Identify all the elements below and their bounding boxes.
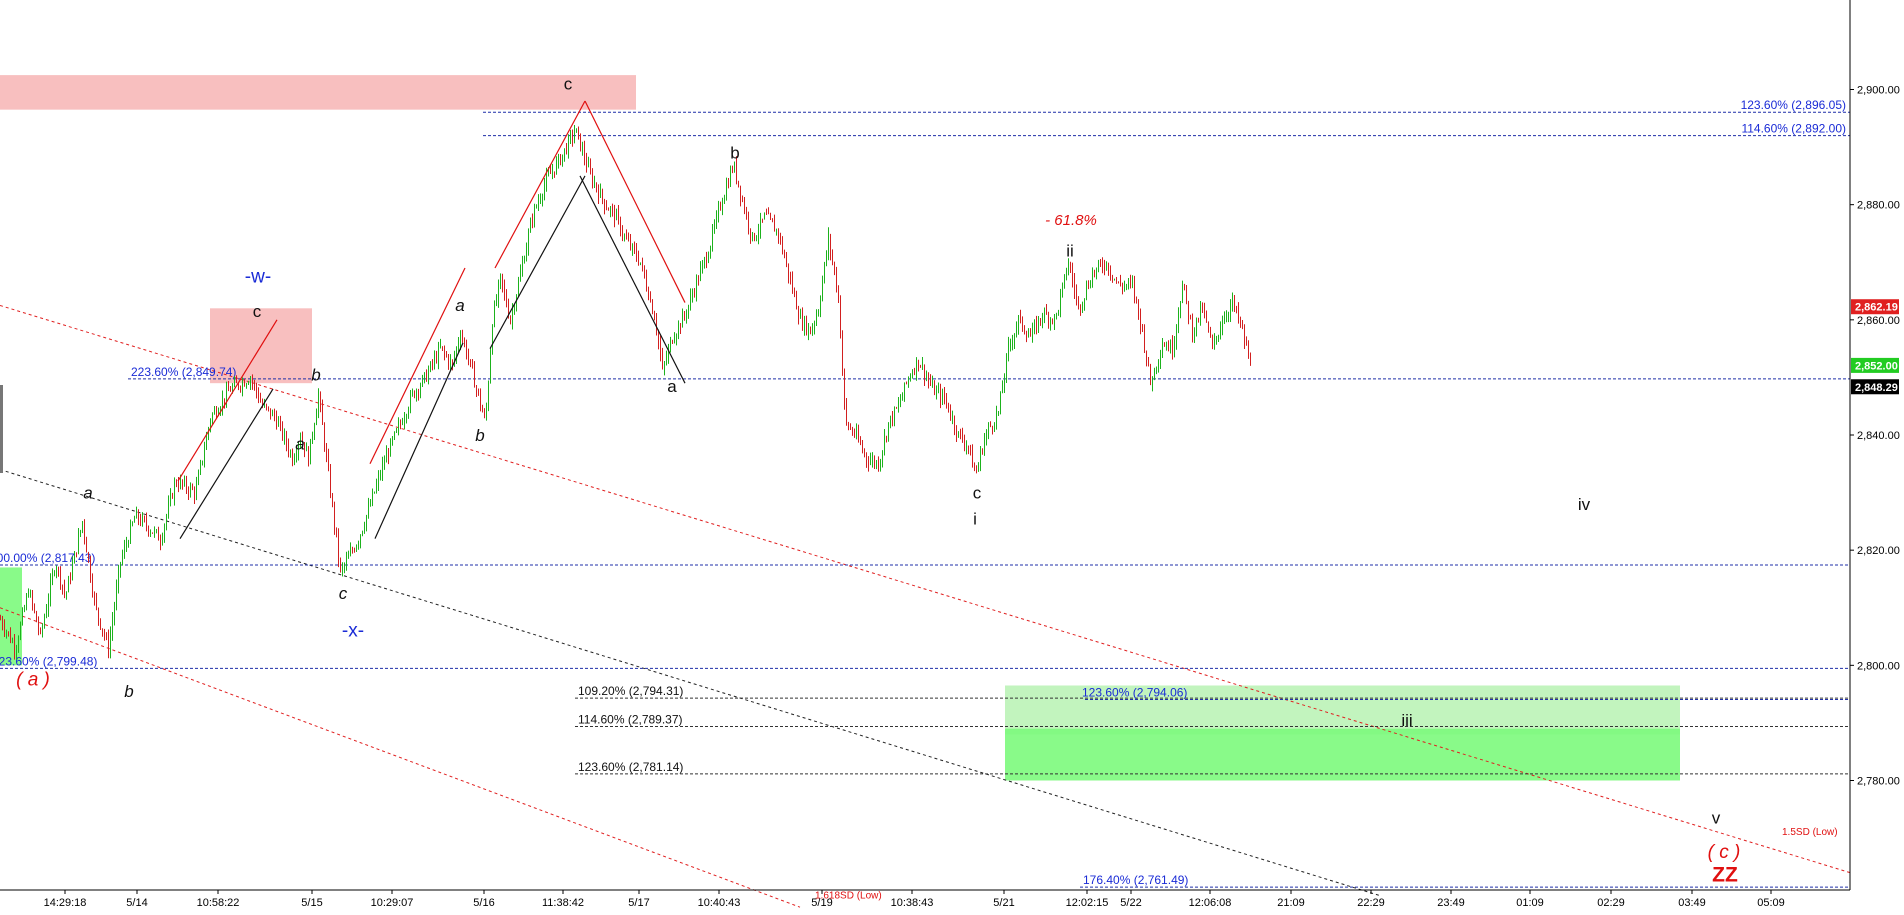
fib-level-label: 114.60% (2,892.00) — [1741, 122, 1846, 136]
y-tick-label: 2,820.00 — [1857, 545, 1900, 557]
x-tick-label: 10:38:43 — [891, 897, 934, 909]
wave-label: b — [475, 426, 484, 445]
sd-band-label: 1.618SD (Low) — [815, 891, 882, 902]
x-tick-label: 01:09 — [1516, 897, 1544, 909]
wave-label: -x- — [342, 621, 364, 642]
wave-label: v — [1712, 809, 1721, 828]
y-tick-label: 2,880.00 — [1857, 200, 1900, 212]
x-tick-label: 02:29 — [1597, 897, 1625, 909]
x-tick-label: 10:29:07 — [371, 897, 414, 909]
y-tick-label: 2,780.00 — [1857, 776, 1900, 788]
price-tag-label: 2,862.19 — [1855, 302, 1898, 314]
y-tick-label: 2,900.00 — [1857, 85, 1900, 97]
wave-label: - 61.8% — [1045, 212, 1097, 229]
fib-level-label: 114.60% (2,789.37) — [578, 713, 683, 727]
fib-level-label: 109.20% (2,794.31) — [578, 684, 683, 698]
price-tag — [1851, 379, 1899, 395]
x-tick-label: 5/17 — [628, 897, 649, 909]
x-tick-label: 11:38:42 — [542, 897, 584, 909]
wave-trend-line — [494, 100, 586, 269]
channel-lines-layer — [0, 304, 1851, 908]
wave-trend-line — [177, 319, 278, 482]
wave-label: a — [83, 483, 92, 502]
x-tick-label: 22:29 — [1357, 897, 1385, 909]
x-tick-label: 10:58:22 — [197, 897, 240, 909]
x-tick-label: 12:06:08 — [1189, 897, 1232, 909]
red-zone-top — [0, 75, 636, 110]
x-tick-label: 5/14 — [126, 897, 147, 909]
wave-label: c — [564, 75, 573, 94]
x-tick-label: 14:29:18 — [44, 897, 87, 909]
x-tick-label: 12:02:15 — [1066, 897, 1109, 909]
wave-label: iii — [1401, 711, 1412, 730]
wave-label: i — [973, 509, 977, 528]
x-tick-label: 05:09 — [1757, 897, 1785, 909]
x-tick-label: 21:09 — [1277, 897, 1305, 909]
wave-trend-line — [369, 267, 466, 465]
price-tag-label: 2,848.29 — [1855, 382, 1898, 394]
green-zone-left — [0, 567, 22, 666]
y-tick-label: 2,860.00 — [1857, 315, 1900, 327]
wave-label: c — [339, 584, 348, 603]
wave-label: c — [973, 483, 982, 502]
wave-trend-line — [579, 175, 686, 384]
x-tick-label: 5/22 — [1120, 897, 1141, 909]
y-tick-label: 2,840.00 — [1857, 430, 1900, 442]
wave-trend-line — [489, 175, 586, 349]
wave-label: ( c ) — [1708, 842, 1741, 863]
wave-trend-line — [374, 342, 464, 539]
fib-level-label: 200.00% (2,817.43) — [0, 551, 95, 565]
wave-label: a — [295, 434, 304, 453]
fib-level-label: 223.60% (2,849.74) — [131, 365, 236, 379]
red-channel-upper — [0, 304, 1851, 874]
wave-label: iv — [1578, 495, 1591, 514]
x-tick-label: 5/16 — [473, 897, 494, 909]
wave-label: a — [667, 377, 677, 396]
wave-label: ii — [1066, 241, 1074, 260]
fib-level-label: 123.60% (2,794.06) — [1082, 686, 1187, 700]
fib-levels-layer: 123.60% (2,896.05) 114.60% (2,892.00) 223.… — [0, 98, 1850, 888]
fib-level-label: 223.60% (2,799.48) — [0, 654, 97, 668]
x-tick-label: 10:40:43 — [698, 897, 741, 909]
black-channel — [0, 469, 1381, 897]
wave-label: b — [730, 144, 739, 163]
x-tick-label: 5/21 — [993, 897, 1014, 909]
x-tick-label: 23:49 — [1437, 897, 1465, 909]
sd-band-label: 1.5SD (Low) — [1782, 827, 1838, 838]
left-scroll-handle[interactable] — [0, 385, 3, 473]
wave-lines-layer — [177, 100, 686, 539]
fib-level-label: 123.60% (2,781.14) — [578, 760, 683, 774]
y-tick-label: 2,800.00 — [1857, 660, 1900, 672]
fib-level-label: 176.40% (2,761.49) — [1083, 873, 1188, 887]
red-channel-lower — [0, 607, 801, 908]
wave-label: ( a ) — [16, 669, 50, 690]
wave-trend-line — [584, 100, 686, 303]
green-zone-main — [1005, 728, 1680, 781]
x-tick-label: 5/15 — [301, 897, 322, 909]
x-tick-label: 5/19 — [811, 897, 832, 909]
wave-label: b — [124, 682, 133, 701]
wave-label: b — [311, 365, 320, 384]
price-tag — [1851, 357, 1899, 373]
x-tick-label: 03:49 — [1678, 897, 1706, 909]
candles-layer — [0, 124, 1251, 660]
wave-label: ZZ — [1712, 863, 1738, 886]
wave-label: c — [253, 302, 262, 321]
wave-trend-line — [179, 388, 274, 539]
fib-level-label: 123.60% (2,896.05) — [1741, 98, 1846, 112]
price-tag — [1851, 299, 1899, 315]
wave-label: -w- — [245, 266, 271, 287]
price-tag-label: 2,852.00 — [1855, 360, 1898, 372]
wave-label: a — [455, 296, 464, 315]
